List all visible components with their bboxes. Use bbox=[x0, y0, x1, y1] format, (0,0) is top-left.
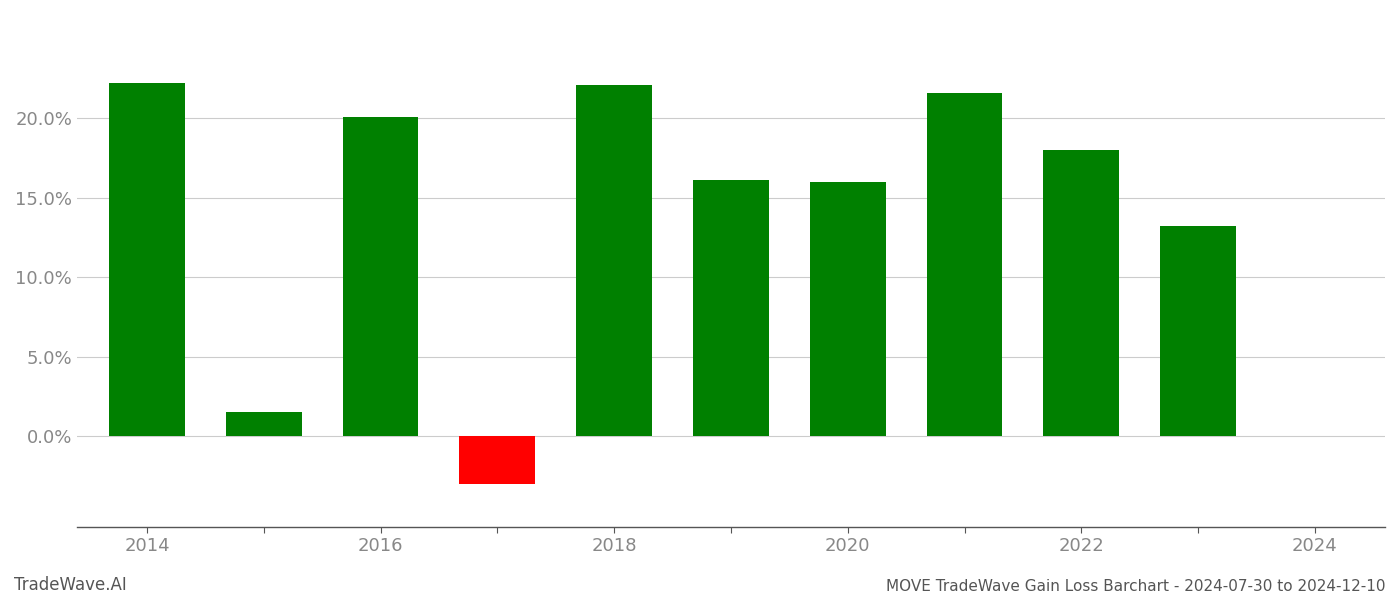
Bar bbox=[577, 85, 652, 436]
Bar bbox=[927, 93, 1002, 436]
Bar bbox=[459, 436, 535, 484]
Bar bbox=[109, 83, 185, 436]
Bar bbox=[809, 182, 886, 436]
Bar bbox=[343, 116, 419, 436]
Bar bbox=[1161, 226, 1236, 436]
Bar bbox=[225, 412, 301, 436]
Text: MOVE TradeWave Gain Loss Barchart - 2024-07-30 to 2024-12-10: MOVE TradeWave Gain Loss Barchart - 2024… bbox=[886, 579, 1386, 594]
Bar bbox=[1043, 150, 1119, 436]
Text: TradeWave.AI: TradeWave.AI bbox=[14, 576, 127, 594]
Bar bbox=[693, 180, 769, 436]
